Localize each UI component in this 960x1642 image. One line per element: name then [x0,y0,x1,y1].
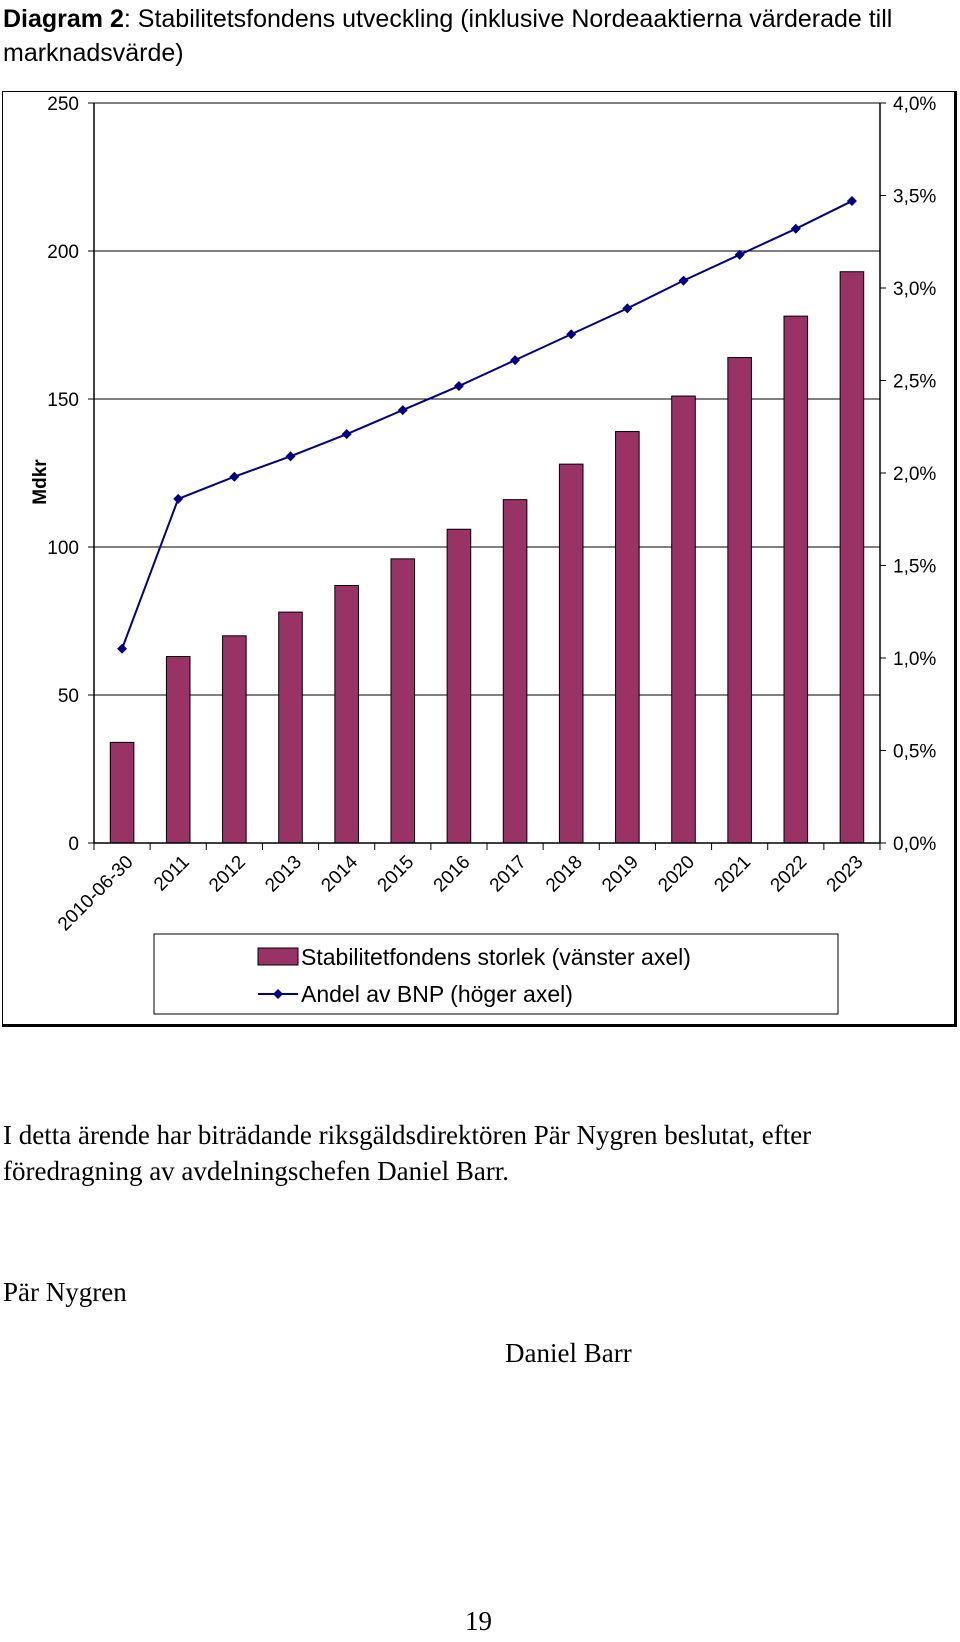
right-tick-label: 1,5% [893,557,936,578]
right-tick-label: 4,0% [893,94,936,115]
x-tick-label: 2018 [542,852,587,897]
left-tick-label: 0 [68,834,79,855]
bars [109,271,865,844]
bnp-line-path [121,200,853,650]
legend: Stabilitetfondens storlek (vänster axel)… [153,933,839,1015]
right-tick-label: 3,5% [893,187,936,208]
x-tick-label: 2015 [374,852,419,897]
bnp-point [229,471,240,482]
bar [558,463,584,844]
decision-paragraph: I detta ärende har biträdande riksgäldsd… [3,1120,812,1186]
bnp-point [790,223,801,234]
x-tick-label: 2012 [205,852,250,897]
bar [502,499,528,844]
bar [278,611,303,844]
x-tick-label: 2010-06-30 [54,852,138,936]
x-tick-label: 2021 [710,852,755,897]
legend-box [153,933,839,1015]
gridlines [94,102,880,696]
right-tick-label: 0,0% [893,834,936,855]
left-tick-label: 50 [58,686,79,707]
bar [727,357,752,844]
bnp-line [117,196,857,654]
bnp-point [397,405,408,416]
right-tick-label: 2,0% [893,464,936,485]
bnp-point [846,196,857,207]
legend-label-bar: Stabilitetfondens storlek (vänster axel) [301,944,691,970]
x-tick-label: 2013 [261,852,306,897]
y-axis-label: Mdkr [30,459,51,505]
left-tick-label: 200 [47,242,79,263]
caption-text: : Stabilitetsfondens utveckling (inklusi… [3,5,893,67]
bar [390,558,416,844]
right-tick-label: 0,5% [893,742,936,763]
figure-caption: Diagram 2: Stabilitetsfondens utveckling… [3,2,903,70]
x-tick-label: 2023 [823,852,868,897]
right-tick-label: 3,0% [893,279,936,300]
bnp-point [453,381,464,392]
left-tick-label: 150 [47,390,79,411]
x-tick-label: 2022 [767,852,812,897]
bar [671,395,696,844]
left-tick-label: 250 [47,94,79,115]
caption-label: Diagram 2 [3,5,124,33]
bnp-point [678,275,689,286]
bar [783,315,809,844]
bnp-point [622,303,633,314]
bnp-point [117,643,128,654]
right-tick-label: 2,5% [893,372,936,393]
combo-chart: 0 50 100 150 200 250 0,0% 0,5% 1,0% 1,5% 2,0% 2,5% 3… [30,94,936,1015]
x-tick-label: 2014 [317,851,362,896]
bnp-point [510,355,521,366]
bar [615,431,640,844]
legend-swatch-bar [257,947,299,966]
x-tick-label: 2011 [150,852,194,896]
axes [88,102,886,850]
bar [165,656,191,844]
page-number: 19 [465,1606,492,1636]
bnp-point [734,249,745,260]
signature-right: Daniel Barr [505,1338,632,1368]
x-tick-label: 2017 [486,852,531,897]
bnp-point [285,451,296,462]
x-tick-label: 2019 [598,852,643,897]
right-tick-label: 1,0% [893,649,936,670]
bar [334,584,359,844]
bar [839,271,865,844]
signature-left: Pär Nygren [3,1277,127,1307]
legend-label-line: Andel av BNP (höger axel) [301,981,573,1007]
legend-swatch-marker [273,989,283,999]
x-tick-label: 2020 [654,852,699,897]
bar [446,528,472,844]
left-tick-label: 100 [47,538,79,559]
bnp-point [173,493,184,504]
bnp-point [341,429,352,440]
bnp-point [566,329,577,340]
bar [109,741,135,844]
x-tick-label: 2016 [430,852,475,897]
bar [222,635,247,844]
chart-frame: 0 50 100 150 200 250 0,0% 0,5% 1,0% 1,5% 2,0% 2,5% 3… [2,91,957,1027]
